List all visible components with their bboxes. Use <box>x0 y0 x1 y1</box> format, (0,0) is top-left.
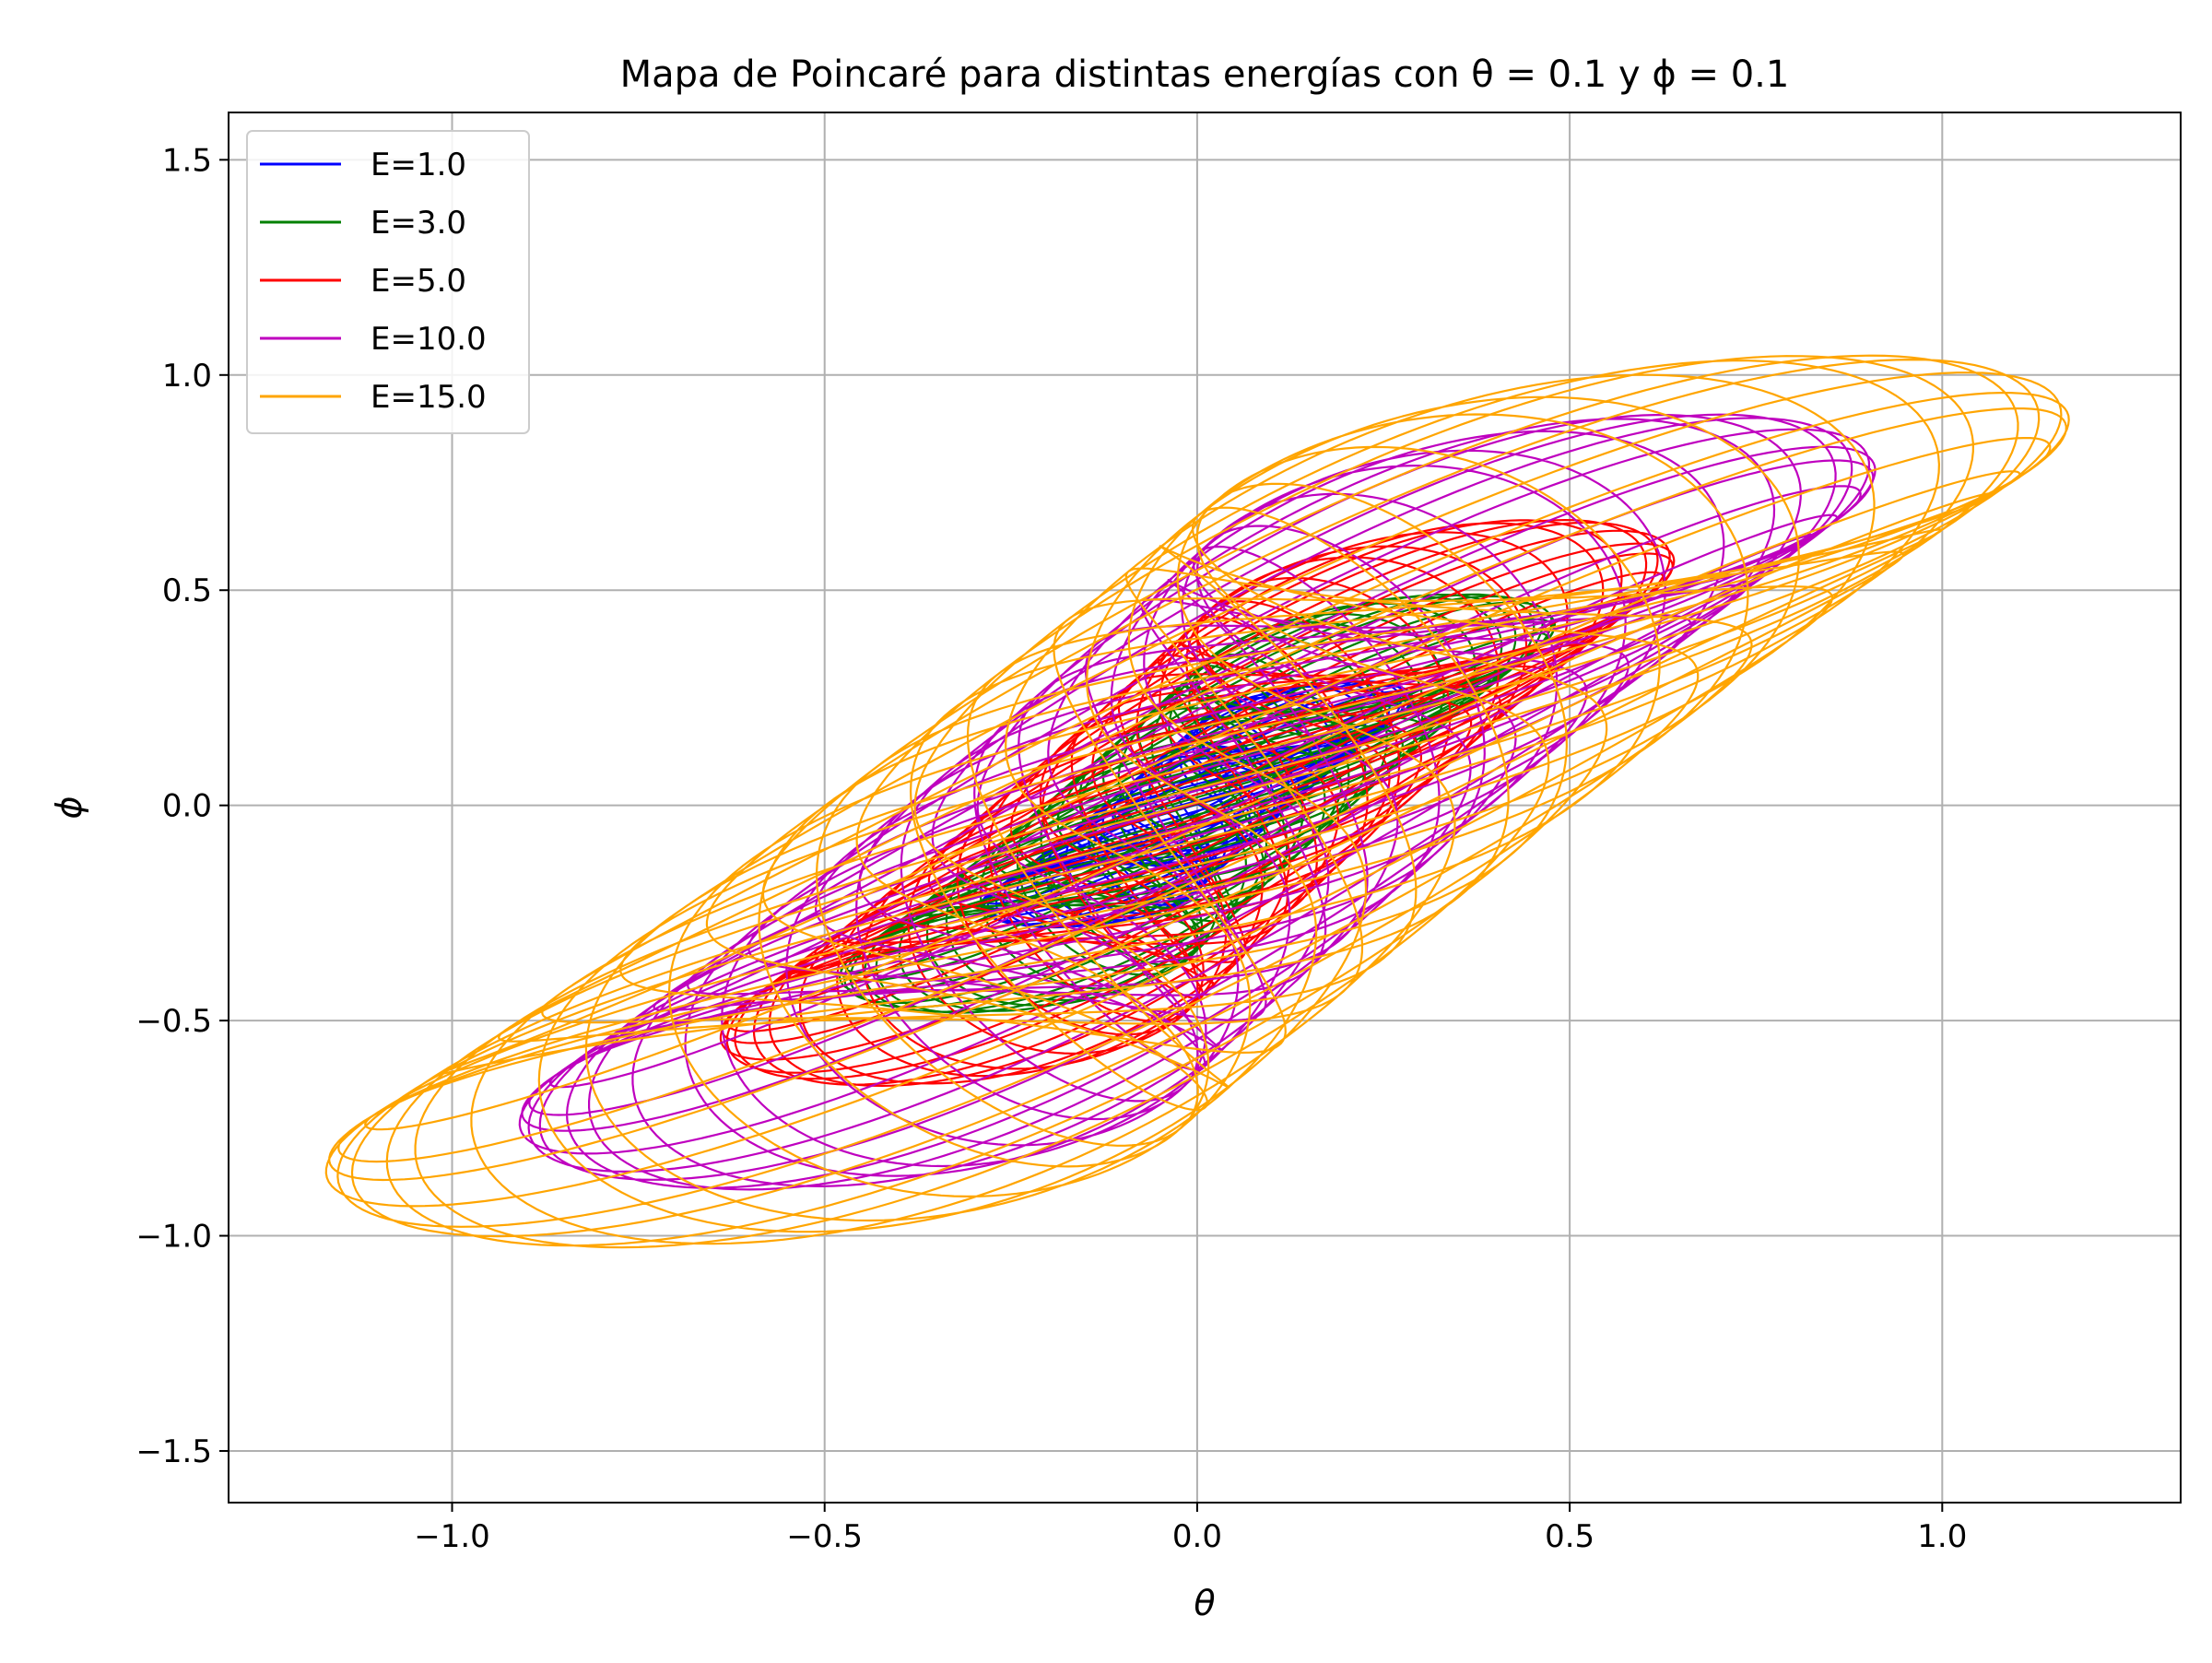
legend-label: E=15.0 <box>371 379 487 416</box>
x-tick-label: 1.0 <box>1917 1518 1967 1555</box>
y-tick-label: 1.5 <box>162 142 212 179</box>
data-series <box>324 354 2070 1249</box>
y-tick-label: −1.5 <box>135 1433 212 1470</box>
legend-box <box>246 130 530 434</box>
legend-label: E=10.0 <box>371 321 487 358</box>
legend-label: E=5.0 <box>371 263 466 300</box>
y-axis-label: ϕ <box>49 796 89 819</box>
y-tick-label: −1.0 <box>135 1219 212 1256</box>
x-tick-label: −1.0 <box>414 1518 490 1555</box>
legend-label: E=3.0 <box>371 205 466 242</box>
y-tick-label: 0.5 <box>162 572 212 609</box>
y-tick-label: −0.5 <box>135 1003 212 1040</box>
x-tick-label: 0.0 <box>1172 1518 1222 1555</box>
chart-title: Mapa de Poincaré para distintas energías… <box>620 53 1790 96</box>
legend-label: E=1.0 <box>371 147 466 183</box>
x-tick-label: −0.5 <box>786 1518 863 1555</box>
y-tick-label: 0.0 <box>162 788 212 825</box>
legend: E=1.0 E=3.0 E=5.0 E=10.0 E=15.0 <box>246 130 530 434</box>
series-line-e-15-0 <box>324 354 2070 1249</box>
x-axis-label: θ <box>1194 1583 1215 1623</box>
ticks: −1.0 −0.5 0.0 0.5 1.0 −1.5 −1.0 −0.5 0.0 0.5 1.0 1.… <box>135 142 1967 1555</box>
x-tick-label: 0.5 <box>1545 1518 1594 1555</box>
axes-frame <box>228 112 2182 1504</box>
y-tick-label: 1.0 <box>162 358 212 395</box>
